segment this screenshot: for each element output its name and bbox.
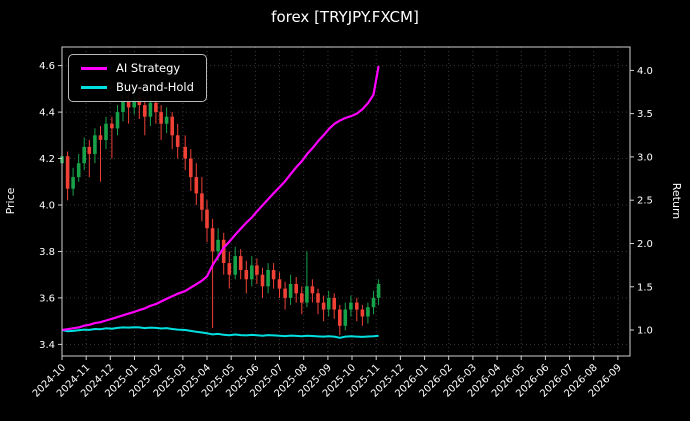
ai-strategy-line-swatch — [81, 67, 107, 71]
svg-text:4.0: 4.0 — [637, 66, 653, 77]
legend-item-ai-strategy: AI Strategy — [81, 61, 194, 75]
buy-and-hold-line-swatch — [81, 85, 107, 89]
chart-title: forex [TRYJPY.FXCM] — [271, 8, 419, 26]
left-axis-label: Price — [4, 187, 17, 214]
svg-text:4.6: 4.6 — [39, 61, 55, 72]
legend-item-buy-and-hold: Buy-and-Hold — [81, 79, 194, 94]
right-axis-label: Return — [670, 183, 683, 220]
svg-text:2.0: 2.0 — [637, 239, 653, 250]
svg-text:3.4: 3.4 — [39, 340, 55, 351]
svg-text:4.2: 4.2 — [39, 154, 55, 165]
legend-label-ai-strategy: AI Strategy — [116, 61, 181, 75]
svg-text:2.5: 2.5 — [637, 196, 653, 207]
svg-text:3.5: 3.5 — [637, 109, 653, 120]
svg-text:4.0: 4.0 — [39, 201, 55, 212]
svg-text:3.0: 3.0 — [637, 152, 653, 163]
svg-text:1.5: 1.5 — [637, 282, 653, 293]
legend: AI Strategy Buy-and-Hold — [68, 54, 207, 102]
svg-text:4.4: 4.4 — [39, 108, 55, 119]
svg-text:3.6: 3.6 — [39, 293, 55, 304]
svg-text:1.0: 1.0 — [637, 326, 653, 337]
legend-label-buy-and-hold: Buy-and-Hold — [116, 79, 194, 94]
svg-text:3.8: 3.8 — [39, 247, 55, 258]
